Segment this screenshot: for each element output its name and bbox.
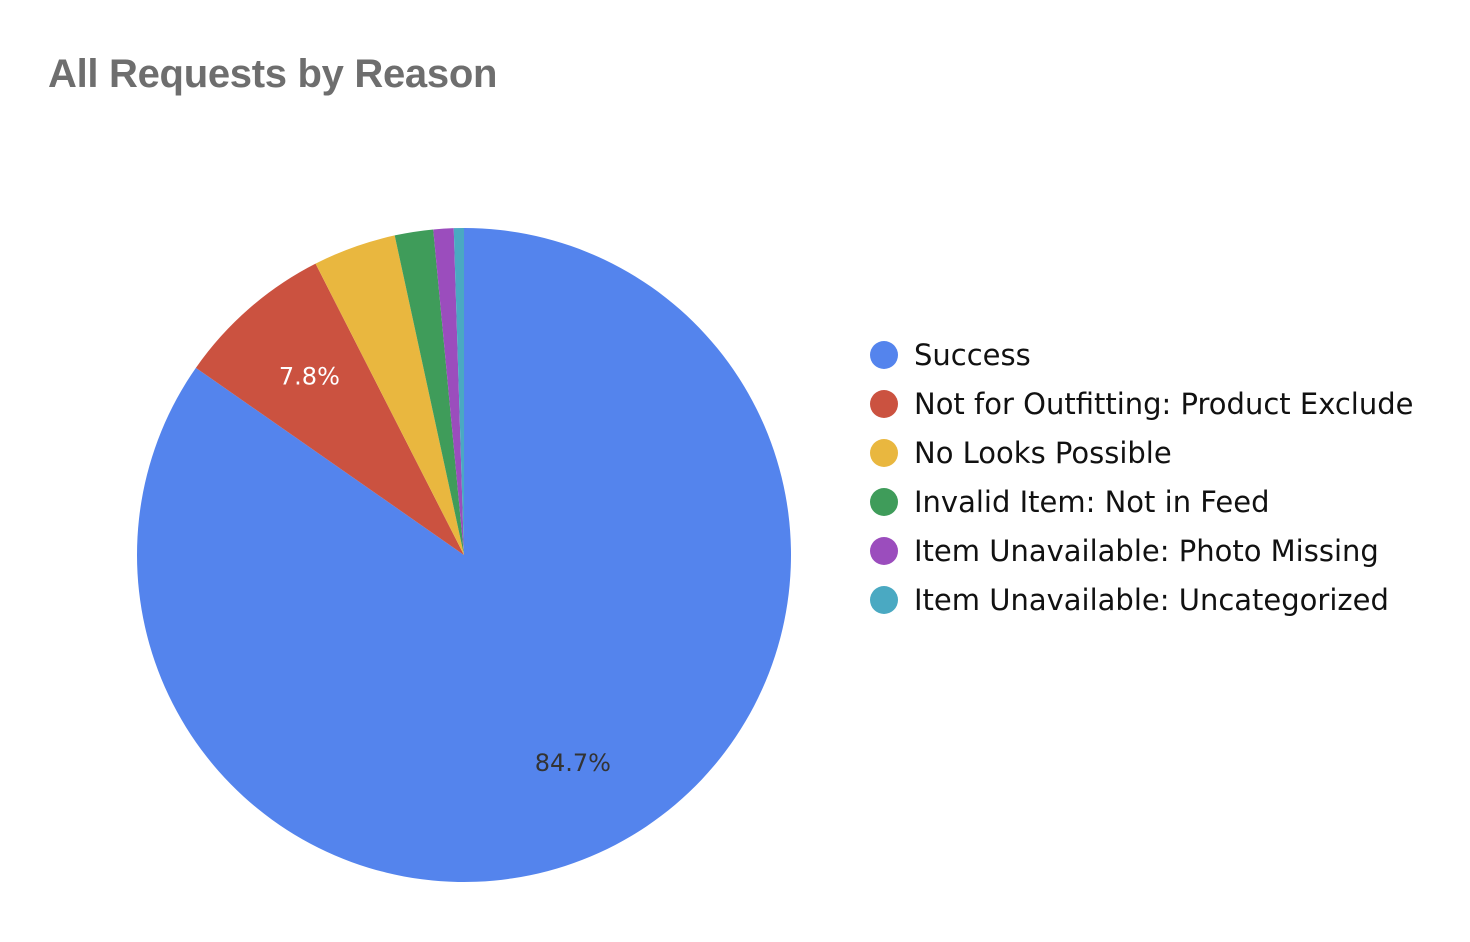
pie-chart: 84.7% 7.8%	[136, 228, 791, 882]
pie-slice[interactable]	[394, 229, 464, 555]
legend-item[interactable]: Item Unavailable: Uncategorized	[870, 575, 1413, 624]
chart-title: All Requests by Reason	[48, 52, 498, 96]
pie-slice[interactable]	[453, 228, 464, 555]
legend-item[interactable]: Success	[870, 330, 1413, 379]
pie-slice[interactable]	[433, 228, 464, 555]
slice-data-label: 84.7%	[535, 749, 611, 777]
legend-label: Not for Outfitting: Product Exclude	[914, 386, 1414, 421]
legend-label: Item Unavailable: Photo Missing	[914, 533, 1379, 568]
pie-slices	[136, 228, 791, 882]
legend-swatch	[870, 585, 898, 614]
pie-data-labels: 84.7% 7.8%	[279, 362, 611, 776]
legend-label: Success	[914, 337, 1031, 372]
legend-swatch	[870, 487, 898, 516]
pie-slice[interactable]	[136, 228, 791, 882]
pie-slice[interactable]	[195, 263, 464, 555]
pie-slice[interactable]	[315, 235, 464, 555]
legend: Success Not for Outfitting: Product Exclu…	[870, 330, 1413, 624]
legend-item[interactable]: Item Unavailable: Photo Missing	[870, 526, 1413, 575]
legend-label: No Looks Possible	[914, 435, 1172, 470]
legend-label: Item Unavailable: Uncategorized	[914, 582, 1389, 617]
legend-label: Invalid Item: Not in Feed	[914, 484, 1270, 519]
legend-item[interactable]: Not for Outfitting: Product Exclude	[870, 379, 1413, 428]
legend-swatch	[870, 438, 898, 467]
legend-swatch	[870, 340, 898, 369]
legend-item[interactable]: Invalid Item: Not in Feed	[870, 477, 1413, 526]
slice-data-label: 7.8%	[279, 362, 340, 390]
legend-swatch	[870, 389, 898, 418]
legend-swatch	[870, 536, 898, 565]
legend-item[interactable]: No Looks Possible	[870, 428, 1413, 477]
